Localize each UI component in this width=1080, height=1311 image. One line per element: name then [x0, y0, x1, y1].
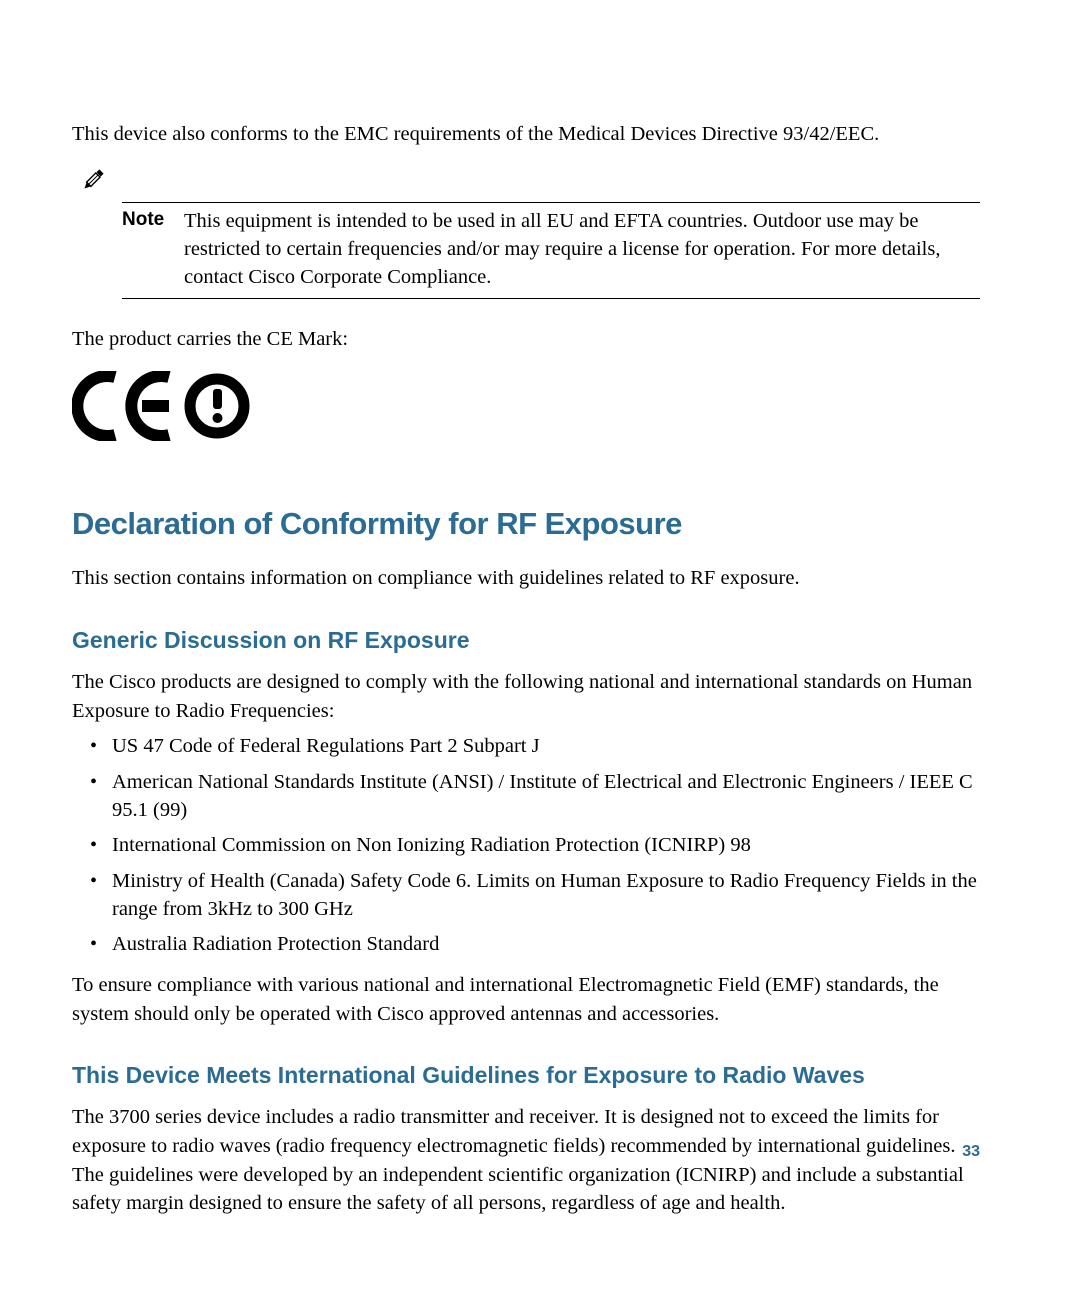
list-item: Australia Radiation Protection Standard	[72, 931, 980, 959]
ce-mark-icon	[72, 371, 980, 446]
standards-list: US 47 Code of Federal Regulations Part 2…	[72, 733, 980, 959]
heading-intl: This Device Meets International Guidelin…	[72, 1062, 980, 1089]
note-text: This equipment is intended to be used in…	[184, 207, 980, 292]
ce-line: The product carries the CE Mark:	[72, 325, 980, 354]
list-item: American National Standards Institute (A…	[72, 769, 980, 824]
generic-intro: The Cisco products are designed to compl…	[72, 668, 980, 725]
list-item: International Commission on Non Ionizing…	[72, 832, 980, 860]
intl-para: The 3700 series device includes a radio …	[72, 1103, 980, 1218]
page-number: 33	[962, 1143, 980, 1161]
note-label: Note	[122, 207, 166, 292]
heading-declaration: Declaration of Conformity for RF Exposur…	[72, 506, 980, 542]
pencil-icon	[72, 167, 106, 200]
heading-generic: Generic Discussion on RF Exposure	[72, 627, 980, 654]
note-block: Note This equipment is intended to be us…	[72, 167, 980, 299]
list-item: US 47 Code of Federal Regulations Part 2…	[72, 733, 980, 761]
generic-outro: To ensure compliance with various nation…	[72, 971, 980, 1028]
list-item: Ministry of Health (Canada) Safety Code …	[72, 868, 980, 923]
intro-paragraph: This device also conforms to the EMC req…	[72, 120, 980, 149]
h1-subtext: This section contains information on com…	[72, 564, 980, 593]
